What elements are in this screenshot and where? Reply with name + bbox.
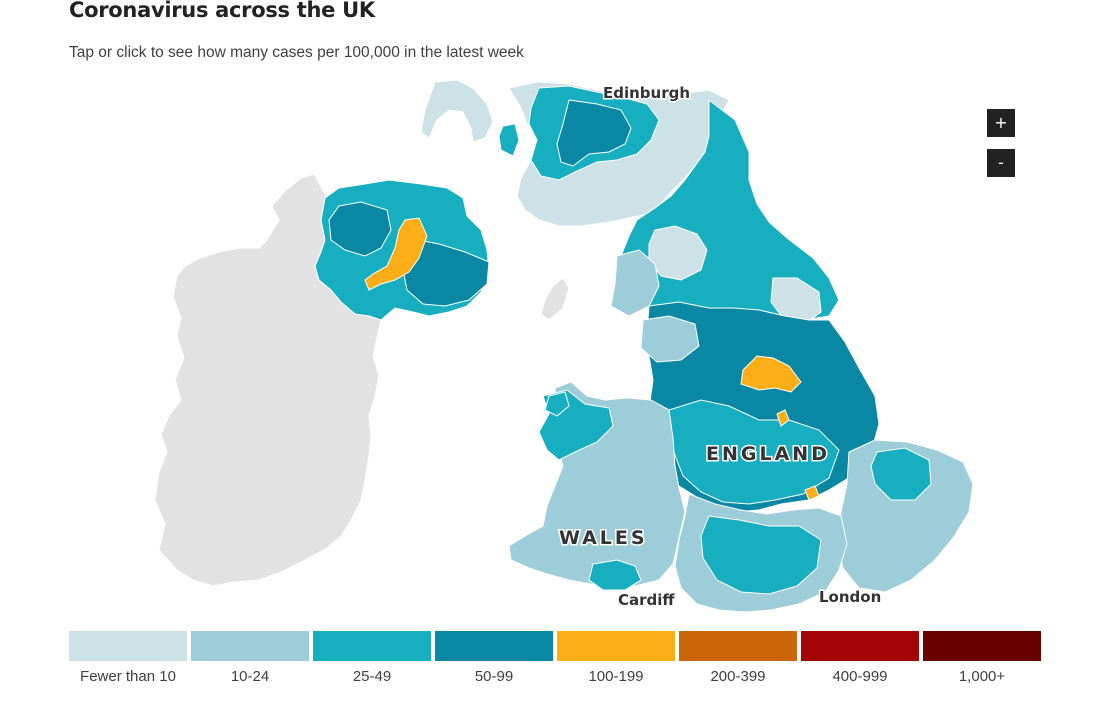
england-north-light-2[interactable] <box>640 315 700 363</box>
legend-swatch <box>557 631 675 661</box>
ni-region-darkblue-west[interactable] <box>328 201 392 257</box>
legend-item: 1,000+ <box>923 631 1041 691</box>
legend-label: 50-99 <box>474 668 514 685</box>
arran-island <box>498 123 520 157</box>
legend-label: 400-999 <box>832 668 888 685</box>
legend-label: 25-49 <box>352 668 392 685</box>
zoom-in-button[interactable]: + <box>987 109 1015 137</box>
ni-region-orange[interactable] <box>364 217 428 291</box>
ni-region-darkblue-east[interactable] <box>402 239 490 307</box>
wales-anglesey[interactable] <box>544 391 570 417</box>
wales-southwest-teal[interactable] <box>588 559 642 591</box>
england-south-teal[interactable] <box>700 515 822 595</box>
hotspot-central-orange[interactable] <box>776 409 790 427</box>
hotspot-manchester-orange[interactable] <box>740 355 802 393</box>
legend-item: 25-49 <box>313 631 431 691</box>
legend-swatch <box>679 631 797 661</box>
uk-case-map[interactable]: Edinburgh ENGLAND WALES Cardiff London <box>69 80 1041 616</box>
legend-item: 50-99 <box>435 631 553 691</box>
legend-swatch <box>435 631 553 661</box>
label-london: London <box>819 588 881 606</box>
legend-label: 10-24 <box>230 668 270 685</box>
page-subtitle: Tap or click to see how many cases per 1… <box>69 44 524 61</box>
label-edinburgh: Edinburgh <box>603 84 690 102</box>
legend-swatch <box>191 631 309 661</box>
england-east-teal[interactable] <box>870 447 932 501</box>
legend: Fewer than 10 10-24 25-49 50-99 100-199 … <box>69 631 1042 691</box>
legend-label: 1,000+ <box>958 668 1006 685</box>
label-wales: WALES <box>559 527 648 549</box>
legend-label: 100-199 <box>588 668 644 685</box>
page-title: Coronavirus across the UK <box>69 0 375 22</box>
legend-swatch <box>69 631 187 661</box>
legend-swatch <box>313 631 431 661</box>
legend-item: Fewer than 10 <box>69 631 187 691</box>
label-cardiff: Cardiff <box>618 591 675 609</box>
isle-of-man <box>540 277 570 321</box>
england-northeast-light[interactable] <box>770 277 822 325</box>
scotland-central-dark[interactable] <box>556 99 632 167</box>
legend-label: 200-399 <box>710 668 766 685</box>
hotspot-midlands-orange[interactable] <box>804 485 820 501</box>
zoom-out-button[interactable]: - <box>987 149 1015 177</box>
legend-item: 400-999 <box>801 631 919 691</box>
legend-swatch <box>923 631 1041 661</box>
legend-item: 100-199 <box>557 631 675 691</box>
legend-item: 10-24 <box>191 631 309 691</box>
legend-swatch <box>801 631 919 661</box>
legend-item: 200-399 <box>679 631 797 691</box>
label-england: ENGLAND <box>706 443 830 465</box>
england-north-light[interactable] <box>648 225 708 281</box>
scotland-islands <box>420 80 494 143</box>
legend-label: Fewer than 10 <box>80 668 176 685</box>
england-midlands-teal[interactable] <box>668 399 840 505</box>
